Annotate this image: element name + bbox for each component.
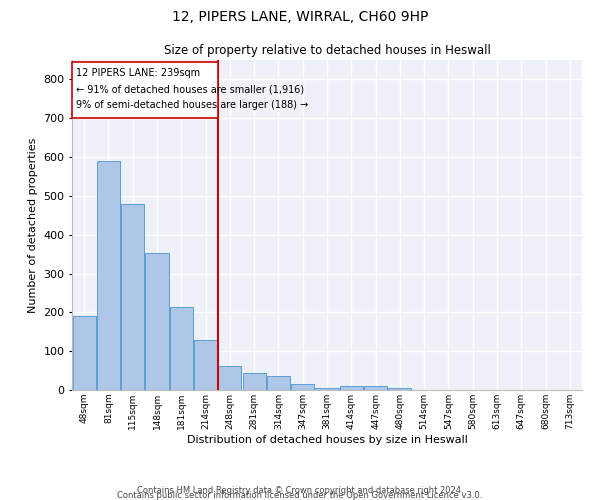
- Text: Contains HM Land Registry data © Crown copyright and database right 2024.: Contains HM Land Registry data © Crown c…: [137, 486, 463, 495]
- Y-axis label: Number of detached properties: Number of detached properties: [28, 138, 38, 312]
- Bar: [340, 386, 363, 390]
- Bar: [73, 316, 95, 390]
- Bar: [97, 162, 120, 390]
- Bar: [388, 388, 412, 390]
- Title: Size of property relative to detached houses in Heswall: Size of property relative to detached ho…: [164, 44, 490, 58]
- Bar: [364, 386, 387, 390]
- Text: ← 91% of detached houses are smaller (1,916): ← 91% of detached houses are smaller (1,…: [76, 84, 304, 94]
- Bar: [121, 204, 144, 390]
- FancyBboxPatch shape: [72, 62, 218, 118]
- Bar: [194, 340, 217, 390]
- Bar: [145, 252, 169, 390]
- Bar: [291, 384, 314, 390]
- Text: 9% of semi-detached houses are larger (188) →: 9% of semi-detached houses are larger (1…: [76, 100, 308, 110]
- Bar: [316, 388, 338, 390]
- Bar: [218, 366, 241, 390]
- Text: 12, PIPERS LANE, WIRRAL, CH60 9HP: 12, PIPERS LANE, WIRRAL, CH60 9HP: [172, 10, 428, 24]
- Bar: [267, 376, 290, 390]
- Text: Contains public sector information licensed under the Open Government Licence v3: Contains public sector information licen…: [118, 491, 482, 500]
- Text: 12 PIPERS LANE: 239sqm: 12 PIPERS LANE: 239sqm: [76, 68, 200, 78]
- X-axis label: Distribution of detached houses by size in Heswall: Distribution of detached houses by size …: [187, 434, 467, 444]
- Bar: [242, 373, 266, 390]
- Bar: [170, 306, 193, 390]
